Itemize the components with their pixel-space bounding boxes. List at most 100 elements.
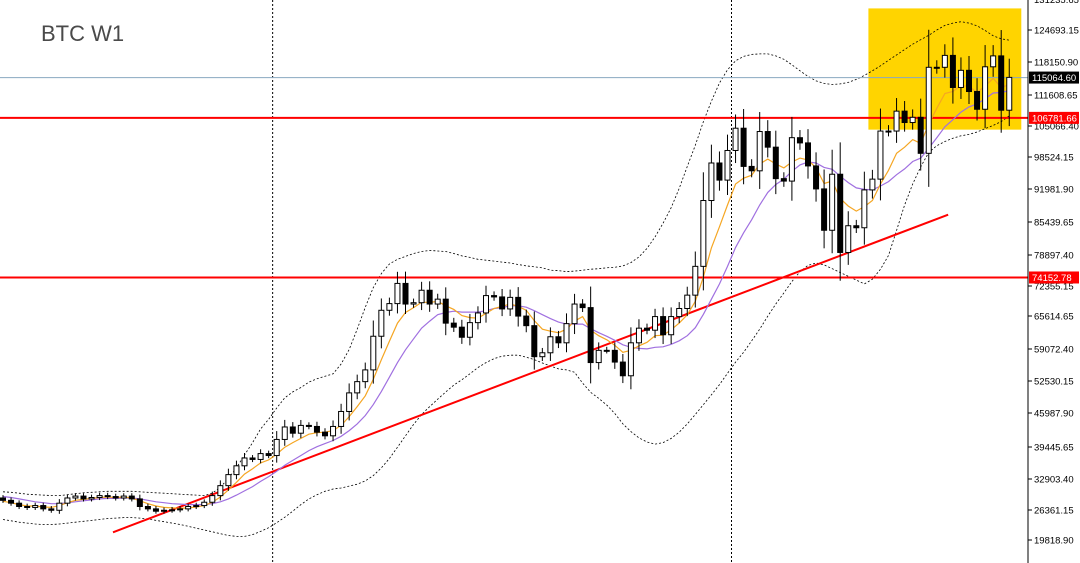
candle bbox=[603, 346, 610, 354]
bollinger-bands-layer bbox=[2, 21, 1010, 537]
candle-body-up bbox=[829, 173, 836, 231]
candle-body-up bbox=[354, 381, 361, 394]
candle bbox=[877, 108, 884, 201]
candle bbox=[805, 129, 811, 179]
candle-body-up bbox=[273, 438, 280, 457]
candle bbox=[660, 307, 667, 345]
candle-body-down bbox=[949, 54, 956, 88]
candle bbox=[684, 286, 691, 317]
candle bbox=[957, 57, 964, 99]
candle bbox=[499, 288, 506, 317]
candle bbox=[990, 45, 997, 77]
candle-body-up bbox=[378, 309, 385, 337]
candle-body-up bbox=[362, 369, 369, 383]
candle bbox=[104, 492, 111, 500]
candle bbox=[322, 428, 328, 440]
candle-body-up bbox=[96, 495, 103, 498]
candle-body-up bbox=[603, 349, 610, 352]
candle-body-up bbox=[869, 178, 876, 191]
candle bbox=[241, 453, 248, 471]
candle-body-down bbox=[265, 453, 272, 457]
candle-body-down bbox=[555, 336, 562, 344]
candle-body-down bbox=[0, 497, 6, 501]
candle-body-up bbox=[595, 349, 602, 364]
price-tick-label: 32903.40 bbox=[1034, 475, 1074, 486]
candle-body-down bbox=[8, 499, 15, 504]
candle bbox=[1006, 58, 1013, 127]
candle bbox=[531, 311, 538, 370]
candle bbox=[748, 159, 755, 178]
candle-body-up bbox=[676, 307, 683, 318]
bollinger-upper-band bbox=[2, 21, 1010, 497]
candle-body-up bbox=[507, 296, 514, 310]
candle bbox=[644, 323, 650, 335]
candle-body-up bbox=[88, 496, 95, 500]
candle-body-up bbox=[732, 127, 739, 151]
level-price-tag-bg bbox=[1029, 111, 1079, 124]
price-tick-label: 124693.15 bbox=[1034, 26, 1079, 37]
candle bbox=[289, 422, 296, 438]
candle bbox=[845, 211, 852, 265]
bollinger-lower-band bbox=[2, 115, 1010, 537]
candle-body-down bbox=[531, 325, 538, 358]
candle bbox=[450, 317, 457, 332]
candle bbox=[418, 281, 425, 311]
candle-body-up bbox=[410, 302, 417, 305]
candle bbox=[829, 149, 836, 254]
candle-body-up bbox=[684, 294, 691, 309]
candle bbox=[998, 30, 1005, 133]
candle-body-down bbox=[402, 282, 409, 305]
candle bbox=[837, 142, 844, 281]
candle-body-up bbox=[893, 110, 900, 132]
candle bbox=[933, 60, 940, 74]
candle bbox=[796, 130, 803, 150]
candle-body-up bbox=[700, 200, 707, 267]
candle bbox=[515, 287, 522, 327]
candle bbox=[128, 493, 135, 502]
candle bbox=[120, 493, 127, 501]
price-axis: 124693.15 118150.90 111608.65 105066.40 9852… bbox=[1027, 0, 1079, 563]
candle bbox=[305, 422, 312, 430]
candle bbox=[209, 491, 216, 506]
candles-layer bbox=[0, 29, 1013, 514]
candle bbox=[386, 297, 393, 316]
candle bbox=[281, 419, 288, 446]
candle bbox=[330, 420, 337, 442]
candle-body-up bbox=[257, 453, 264, 460]
candle-body-up bbox=[241, 457, 248, 467]
candle bbox=[185, 503, 192, 512]
candle-body-up bbox=[169, 509, 176, 512]
candle bbox=[982, 45, 989, 129]
chart-title: BTC W1 bbox=[41, 21, 124, 46]
candle-body-up bbox=[861, 189, 868, 229]
candle-body-up bbox=[281, 426, 288, 440]
candle-body-up bbox=[297, 424, 304, 434]
candle bbox=[201, 499, 208, 509]
candle-body-up bbox=[627, 342, 634, 377]
candle-body-up bbox=[161, 509, 167, 512]
candle-body-down bbox=[112, 496, 119, 499]
candle-body-up bbox=[193, 505, 200, 508]
candle-body-down bbox=[780, 178, 787, 182]
candle-body-down bbox=[998, 55, 1005, 111]
candle-body-up bbox=[233, 465, 240, 476]
candle-body-down bbox=[523, 315, 530, 327]
candle-body-up bbox=[225, 474, 232, 487]
candle-body-up bbox=[941, 54, 948, 68]
candle bbox=[893, 98, 900, 143]
candle-body-down bbox=[716, 162, 723, 181]
candle-body-up bbox=[418, 289, 425, 304]
candle-body-down bbox=[611, 349, 618, 363]
candle bbox=[169, 506, 176, 513]
candle bbox=[885, 125, 892, 137]
price-tick-label: 78897.40 bbox=[1034, 251, 1074, 262]
candle bbox=[177, 506, 184, 513]
candle-body-down bbox=[772, 146, 779, 180]
candle-body-up bbox=[909, 116, 916, 124]
candle bbox=[676, 302, 683, 324]
candle-body-up bbox=[338, 410, 345, 427]
candle-body-up bbox=[877, 130, 884, 180]
candle-body-up bbox=[201, 501, 208, 507]
price-tick-label: 26361.15 bbox=[1034, 506, 1074, 517]
